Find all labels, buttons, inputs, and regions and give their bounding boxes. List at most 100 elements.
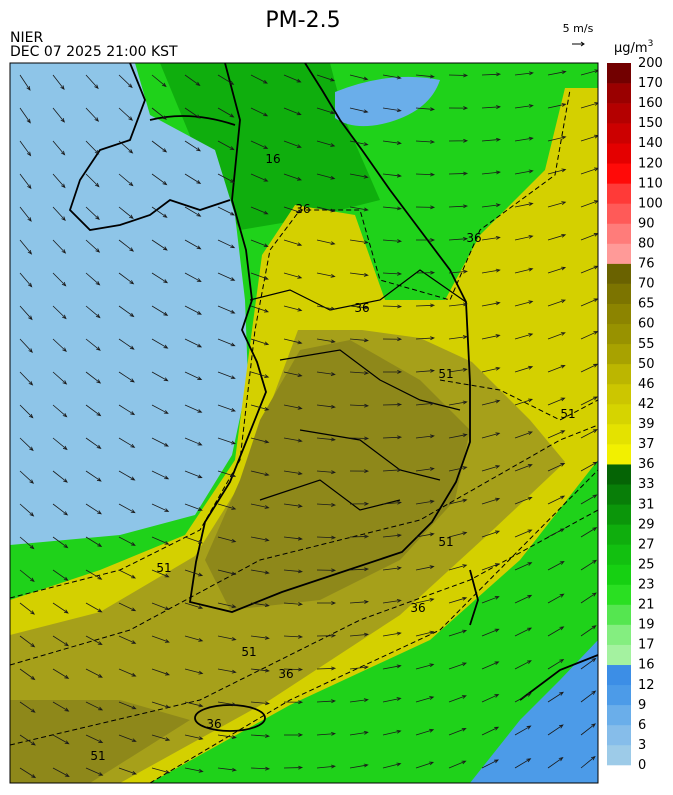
wind-arrow bbox=[448, 727, 467, 736]
wind-arrow bbox=[118, 74, 133, 89]
wind-arrow bbox=[118, 602, 137, 612]
wind-arrow bbox=[415, 368, 435, 373]
wind-arrow bbox=[217, 404, 236, 412]
wind-arrow bbox=[415, 532, 435, 538]
wind-arrow bbox=[547, 103, 567, 109]
wind-arrow bbox=[547, 430, 566, 439]
wind-arrow bbox=[349, 501, 370, 506]
wind-arrow bbox=[580, 461, 598, 472]
wind-arrow bbox=[382, 304, 403, 309]
wind-arrow bbox=[151, 140, 168, 153]
wind-arrow bbox=[52, 239, 67, 254]
wind-arrow bbox=[415, 696, 435, 703]
wind-arrow bbox=[415, 172, 436, 177]
wind-arrow bbox=[184, 701, 204, 708]
wind-arrow bbox=[448, 433, 468, 439]
wind-arrow bbox=[184, 767, 204, 773]
wind-arrow bbox=[514, 333, 534, 340]
wind-arrow bbox=[316, 173, 336, 180]
colorbar-tick-label: 65 bbox=[638, 297, 655, 312]
wind-arrow bbox=[349, 173, 369, 179]
wind-scale-label: 5 m/s bbox=[563, 22, 594, 35]
wind-arrow bbox=[349, 371, 369, 375]
colorbar-tick-label: 36 bbox=[638, 457, 655, 472]
wind-arrow bbox=[514, 725, 532, 736]
wind-arrow bbox=[151, 701, 171, 709]
colorbar-segment bbox=[607, 484, 631, 505]
wind-arrow bbox=[85, 602, 103, 613]
low-field-west bbox=[10, 63, 248, 545]
colorbar-segment bbox=[607, 143, 631, 164]
wind-arrow bbox=[217, 272, 236, 281]
wind-arrow bbox=[283, 107, 302, 116]
wind-arrow bbox=[448, 400, 468, 406]
colorbar-tick-label: 37 bbox=[638, 437, 655, 452]
colorbar-tick-label: 90 bbox=[638, 216, 655, 231]
wind-arrow bbox=[514, 104, 534, 109]
wind-arrow bbox=[448, 596, 468, 604]
wind-arrow bbox=[85, 767, 104, 776]
contour-label: 16 bbox=[265, 152, 280, 166]
wind-arrow bbox=[250, 338, 270, 346]
colorbar-segment bbox=[607, 444, 631, 465]
wind-arrow bbox=[481, 726, 500, 736]
wind-arrow bbox=[151, 503, 170, 512]
wind-arrow bbox=[118, 239, 135, 252]
wind-arrow bbox=[349, 730, 369, 736]
wind-arrow bbox=[415, 434, 435, 439]
wind-arrow bbox=[184, 239, 202, 250]
wind-arrow bbox=[316, 731, 336, 736]
wind-arrow bbox=[316, 470, 336, 475]
wind-arrow bbox=[316, 107, 336, 115]
wind-arrow bbox=[547, 561, 565, 571]
wind-arrow bbox=[349, 305, 369, 310]
wind-arrow bbox=[283, 338, 303, 345]
wind-arrow bbox=[184, 338, 203, 348]
wind-arrow bbox=[547, 626, 565, 637]
wind-arrow bbox=[283, 272, 303, 279]
wind-arrow bbox=[151, 239, 168, 251]
wind-arrow bbox=[580, 396, 598, 406]
wind-arrow bbox=[547, 299, 566, 307]
wind-arrow bbox=[415, 238, 436, 242]
wind-arrow bbox=[184, 503, 203, 511]
wind-arrow bbox=[184, 206, 202, 217]
wind-arrow bbox=[283, 503, 303, 508]
contour-label: 51 bbox=[241, 645, 256, 659]
colorbar-segment bbox=[607, 644, 631, 666]
wind-arrow bbox=[415, 74, 435, 79]
wind-arrow bbox=[52, 74, 65, 91]
wind-arrow bbox=[250, 239, 269, 248]
wind-arrow bbox=[151, 272, 169, 284]
wind-arrow bbox=[448, 760, 467, 769]
wind-arrow bbox=[151, 74, 167, 88]
wind-arrow bbox=[85, 107, 100, 122]
wind-arrow bbox=[19, 635, 36, 648]
wind-arrow bbox=[19, 701, 36, 713]
wind-arrow bbox=[250, 569, 270, 575]
colorbar-tick-label: 76 bbox=[638, 257, 655, 272]
wind-arrow bbox=[448, 171, 469, 176]
wind-arrow bbox=[52, 338, 67, 352]
colorbar-tick-label: 160 bbox=[638, 96, 663, 111]
wind-arrow bbox=[316, 568, 337, 573]
wind-arrow bbox=[151, 173, 168, 186]
wind-arrow bbox=[217, 701, 237, 707]
wind-arrow bbox=[316, 502, 336, 507]
unit-label: μg/m3 bbox=[614, 39, 653, 56]
wind-arrow bbox=[448, 237, 468, 241]
wind-arrow bbox=[514, 365, 534, 373]
wind-arrow bbox=[19, 602, 35, 615]
wind-arrow bbox=[85, 305, 101, 319]
wind-arrow bbox=[118, 503, 136, 514]
wind-arrow bbox=[52, 305, 67, 320]
colorbar-segment bbox=[607, 684, 631, 706]
colorbar-segment bbox=[607, 223, 631, 244]
wind-arrow bbox=[283, 765, 304, 770]
wind-arrow bbox=[85, 173, 100, 188]
wind-arrow bbox=[547, 757, 564, 769]
wind-arrow bbox=[514, 464, 533, 472]
contour-label: 51 bbox=[438, 535, 453, 549]
